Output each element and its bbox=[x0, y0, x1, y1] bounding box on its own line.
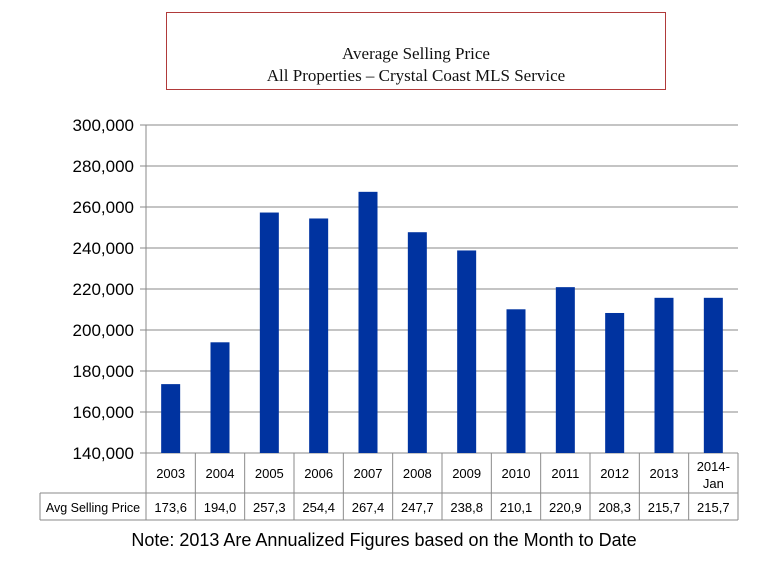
bar bbox=[605, 312, 625, 453]
data-table-value: 215,7 bbox=[648, 500, 681, 515]
x-tick-label: 2003 bbox=[156, 466, 185, 481]
x-tick-label: 2013 bbox=[650, 466, 679, 481]
chart-title: Average Selling Price bbox=[342, 44, 490, 63]
y-tick-label: 180,000 bbox=[73, 362, 134, 381]
x-tick-label: 2009 bbox=[452, 466, 481, 481]
footnote: Note: 2013 Are Annualized Figures based … bbox=[131, 530, 637, 550]
data-table-value: 254,4 bbox=[302, 500, 335, 515]
bar bbox=[457, 250, 477, 453]
bar bbox=[210, 342, 230, 453]
data-table-value: 194,0 bbox=[204, 500, 237, 515]
data-table-value: 267,4 bbox=[352, 500, 385, 515]
y-tick-label: 140,000 bbox=[73, 444, 134, 463]
bar bbox=[309, 218, 329, 453]
chart-subtitle: All Properties – Crystal Coast MLS Servi… bbox=[266, 66, 566, 85]
bar bbox=[358, 191, 378, 453]
bar bbox=[654, 297, 674, 453]
data-table-value: 173,6 bbox=[154, 500, 187, 515]
y-tick-label: 220,000 bbox=[73, 280, 134, 299]
bar bbox=[161, 384, 181, 453]
chart-title-box: Average Selling Price All Properties – C… bbox=[166, 12, 666, 90]
bar bbox=[259, 212, 279, 453]
x-tick-label: 2005 bbox=[255, 466, 284, 481]
bar bbox=[703, 297, 723, 453]
y-tick-label: 200,000 bbox=[73, 321, 134, 340]
x-tick-label: 2008 bbox=[403, 466, 432, 481]
x-tick-label: Jan bbox=[703, 476, 724, 491]
y-tick-label: 240,000 bbox=[73, 239, 134, 258]
y-tick-label: 280,000 bbox=[73, 157, 134, 176]
y-tick-label: 300,000 bbox=[73, 116, 134, 135]
bar bbox=[555, 287, 575, 453]
data-table-value: 220,9 bbox=[549, 500, 582, 515]
y-tick-label: 160,000 bbox=[73, 403, 134, 422]
data-table-value: 208,3 bbox=[598, 500, 631, 515]
x-tick-label: 2010 bbox=[502, 466, 531, 481]
x-tick-label: 2014- bbox=[697, 459, 730, 474]
x-tick-label: 2004 bbox=[206, 466, 235, 481]
data-table-value: 238,8 bbox=[450, 500, 483, 515]
x-tick-label: 2011 bbox=[551, 466, 579, 481]
data-table-series-label: Avg Selling Price bbox=[46, 501, 140, 515]
data-table-value: 210,1 bbox=[500, 500, 533, 515]
bar bbox=[506, 309, 526, 453]
data-table-value: 247,7 bbox=[401, 500, 434, 515]
x-tick-label: 2007 bbox=[354, 466, 383, 481]
data-table-value: 257,3 bbox=[253, 500, 286, 515]
bar bbox=[407, 232, 427, 453]
y-tick-label: 260,000 bbox=[73, 198, 134, 217]
data-table-value: 215,7 bbox=[697, 500, 730, 515]
x-tick-label: 2006 bbox=[304, 466, 333, 481]
x-tick-label: 2012 bbox=[600, 466, 629, 481]
